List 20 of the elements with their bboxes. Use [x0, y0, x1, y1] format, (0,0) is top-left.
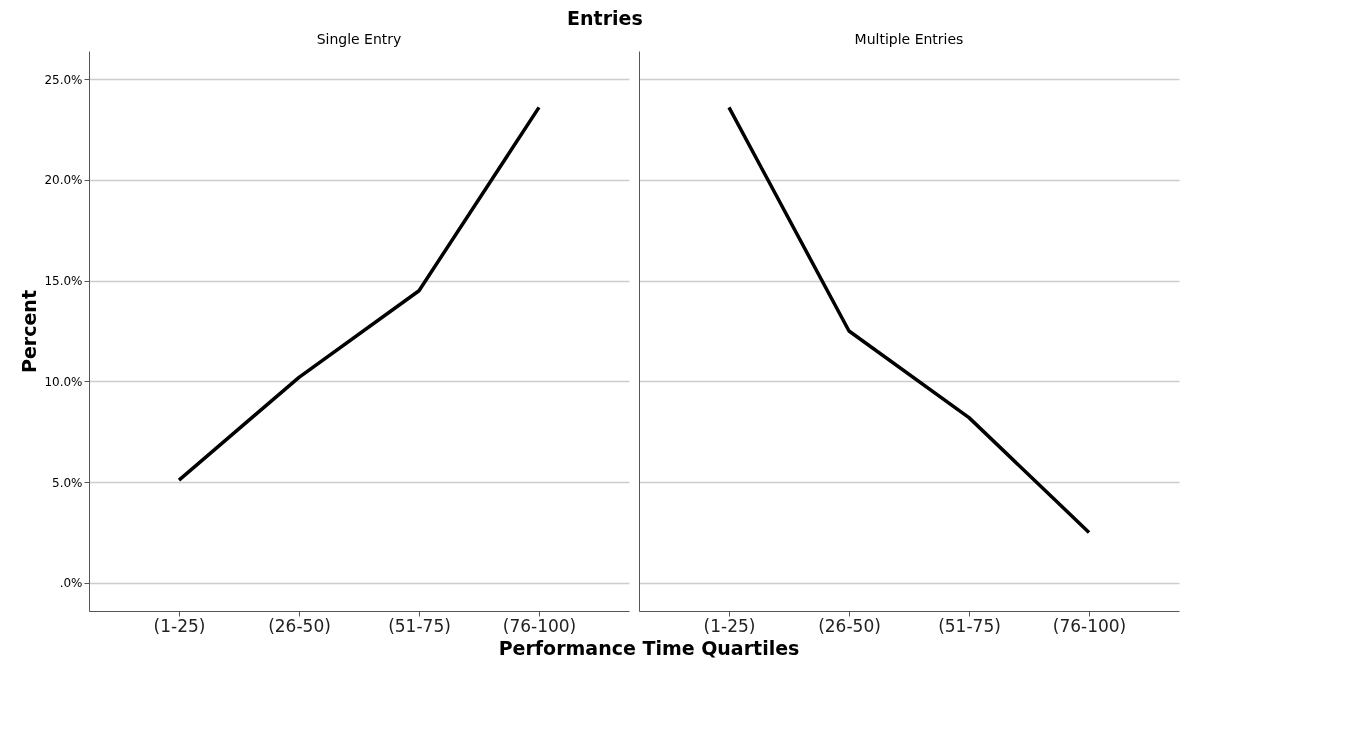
- y-axis-title: Percent: [18, 290, 41, 373]
- x-tick-label: (26-50): [268, 615, 331, 636]
- x-tick-label: (1-25): [153, 615, 206, 636]
- x-tick-label: (76-100): [1052, 615, 1127, 636]
- x-tick-label: (51-75): [388, 615, 451, 636]
- y-tick-label: .0%: [59, 576, 83, 591]
- x-tick-label: (51-75): [938, 615, 1001, 636]
- y-tick-label: 15.0%: [44, 274, 83, 289]
- y-tick-label: 20.0%: [44, 173, 83, 188]
- chart-subtitle: Multiple Entries: [854, 31, 964, 47]
- y-tick-label: 5.0%: [52, 475, 83, 490]
- x-tick-label: (76-100): [502, 615, 577, 636]
- x-tick-label: (26-50): [818, 615, 881, 636]
- chart-subtitle: Single Entry: [316, 31, 402, 47]
- x-axis-title: Performance Time Quartiles: [498, 637, 800, 659]
- line-series: [177, 105, 541, 482]
- y-tick-label: 10.0%: [44, 374, 83, 389]
- y-tick-label: 25.0%: [44, 72, 83, 87]
- x-tick-label: (1-25): [703, 615, 756, 636]
- chart-title: Entries: [567, 7, 643, 29]
